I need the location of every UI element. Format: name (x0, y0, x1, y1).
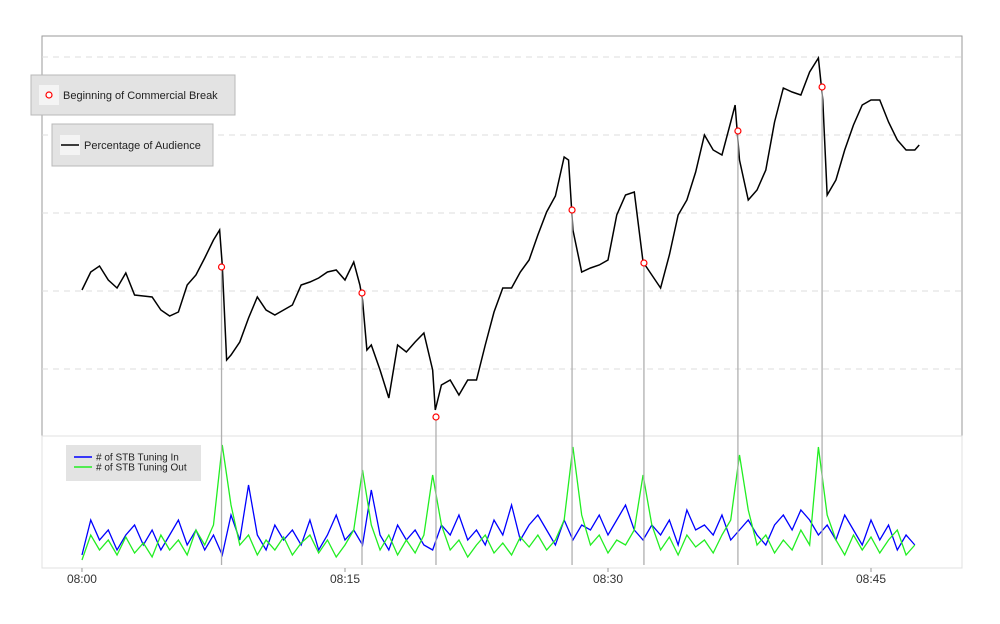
series-line (81, 55, 920, 411)
x-tick-label: 08:15 (330, 572, 360, 586)
legend-box (30, 74, 236, 116)
legend-box (66, 445, 201, 481)
legend-label: Percentage of Audience (84, 140, 201, 152)
break-marker (217, 263, 226, 271)
break-marker (358, 289, 366, 297)
break-marker (568, 206, 576, 214)
x-tick-label: 08:30 (593, 572, 623, 586)
break-marker (818, 83, 826, 91)
legend-key (45, 91, 53, 99)
series-line (81, 444, 916, 561)
break-marker (640, 259, 648, 267)
x-tick-label: 08:45 (856, 572, 886, 586)
legend-label: # of STB Tuning Out (96, 463, 187, 474)
break-marker (734, 127, 742, 135)
legend-label: # of STB Tuning In (96, 453, 179, 464)
x-tick-label: 08:00 (67, 572, 97, 586)
legend-label: Beginning of Commercial Break (63, 90, 218, 102)
series-line (81, 484, 916, 558)
break-marker (432, 413, 440, 421)
